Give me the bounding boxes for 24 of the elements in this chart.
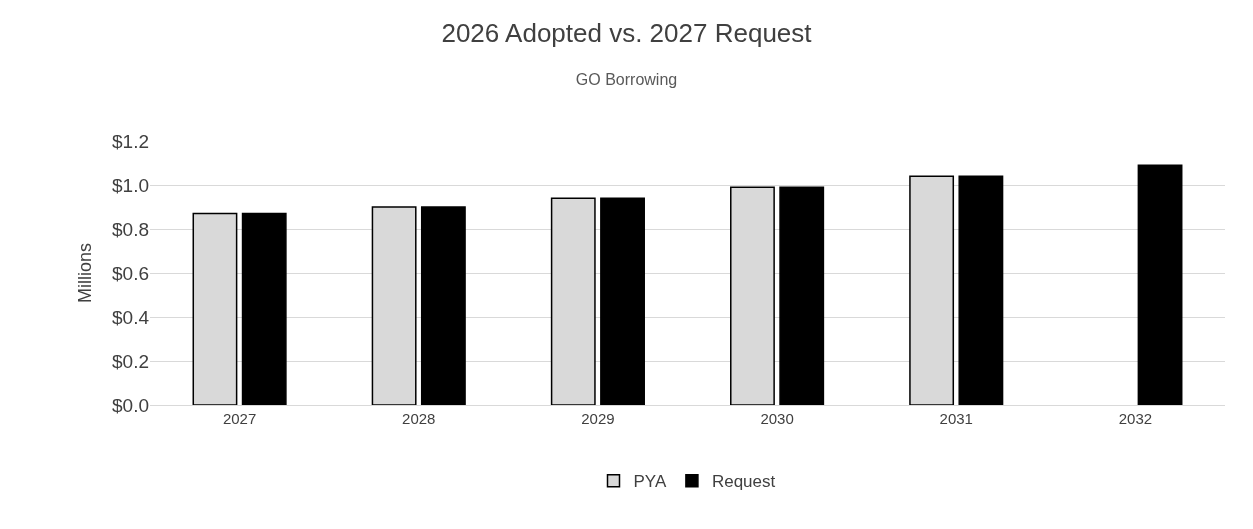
bar (779, 186, 825, 405)
x-tick-label: 2028 (402, 410, 436, 427)
legend-label: Request (711, 472, 776, 492)
y-tick-label: $0.0 (112, 394, 149, 416)
x-tick-label: 2029 (581, 410, 615, 427)
y-tick-label: $0.8 (112, 218, 149, 240)
y-tick-label: $0.2 (112, 350, 149, 372)
chart-title: 2026 Adopted vs. 2027 Request (441, 18, 813, 48)
bar (958, 175, 1004, 405)
legend-label: PYA (633, 472, 667, 492)
bar (600, 197, 645, 405)
y-tick-label: $0.6 (112, 262, 149, 284)
bar (241, 212, 287, 405)
chart-subtitle: GO Borrowing (575, 70, 678, 88)
y-tick-label: $1.0 (112, 174, 149, 196)
y-tick-label: $1.2 (112, 130, 149, 152)
x-tick-label: 2031 (939, 410, 973, 427)
x-tick-label: 2030 (760, 410, 794, 427)
bar (1137, 164, 1183, 405)
x-tick-label: 2027 (222, 410, 257, 427)
x-tick-label: 2032 (1118, 410, 1153, 427)
y-axis-title: Millions (75, 242, 96, 304)
y-tick-label: $0.4 (112, 306, 150, 328)
bar (420, 206, 466, 405)
